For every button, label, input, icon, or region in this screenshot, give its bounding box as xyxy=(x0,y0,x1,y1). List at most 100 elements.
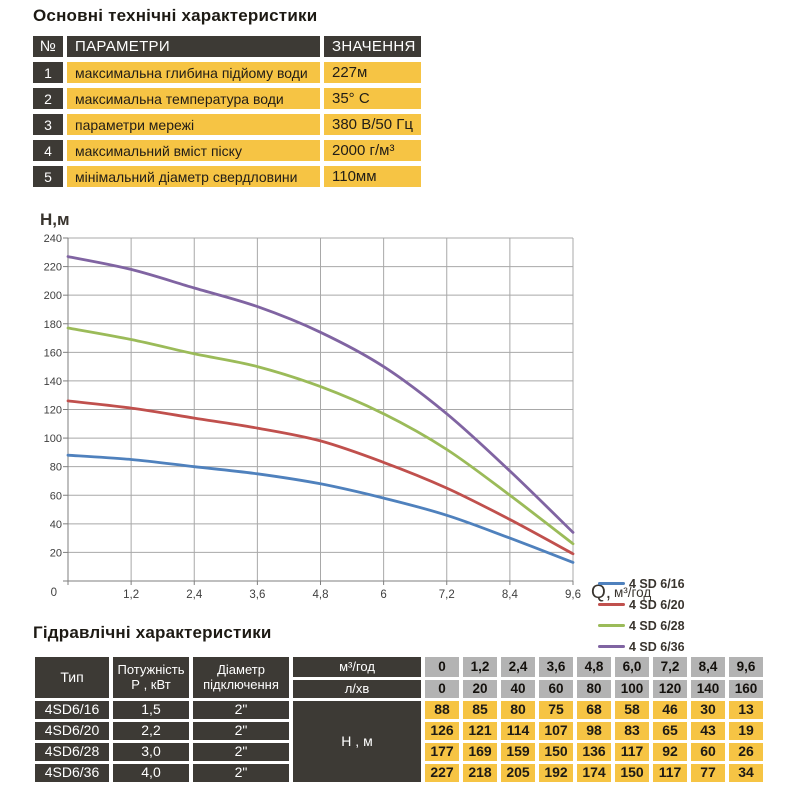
hydro-head-value: 136 xyxy=(577,743,611,761)
hydro-head-value: 26 xyxy=(729,743,763,761)
hydro-head-value: 65 xyxy=(653,722,687,740)
svg-text:140: 140 xyxy=(44,376,62,388)
hydro-flow-l-value: 80 xyxy=(577,680,611,698)
hydro-flow-m3-value: 8,4 xyxy=(691,657,725,677)
svg-text:180: 180 xyxy=(44,319,62,331)
hydro-head-label: Н , м xyxy=(293,701,421,782)
hydraulic-table: Тип Потужність Р , кВт Діаметр підключення м³… xyxy=(35,657,763,782)
svg-text:2,4: 2,4 xyxy=(186,589,203,601)
svg-text:40: 40 xyxy=(50,519,62,531)
hydro-flow-m3-value: 6,0 xyxy=(615,657,649,677)
legend-line-swatch xyxy=(598,582,625,585)
spec-header-value: ЗНАЧЕННЯ xyxy=(324,36,421,57)
hydro-head-value: 92 xyxy=(653,743,687,761)
spec-row-num: 2 xyxy=(33,88,63,109)
spec-row-num: 3 xyxy=(33,114,63,135)
legend-item: 4 SD 6/36 xyxy=(598,636,685,657)
hydro-flow-l-value: 160 xyxy=(729,680,763,698)
hydro-head-value: 218 xyxy=(463,764,497,782)
hydro-head-value: 177 xyxy=(425,743,459,761)
hydro-flow-l-value: 40 xyxy=(501,680,535,698)
hydro-head-value: 80 xyxy=(501,701,535,719)
spec-row-param: мінімальний діаметр свердловини xyxy=(67,166,320,187)
legend-line-swatch xyxy=(598,624,625,627)
svg-text:80: 80 xyxy=(50,462,62,474)
svg-text:220: 220 xyxy=(44,262,62,274)
axis-labels: 20 40 60 80 100 120 140 160 180 200 220 240 0 1,2 2,4 3… xyxy=(40,210,651,603)
hydro-flow-l-value: 60 xyxy=(539,680,573,698)
hydro-head-value: 19 xyxy=(729,722,763,740)
hydro-row-type: 4SD6/16 xyxy=(35,701,109,719)
svg-text:7,2: 7,2 xyxy=(439,589,455,601)
hydro-head-value: 88 xyxy=(425,701,459,719)
svg-text:0: 0 xyxy=(51,587,57,599)
hydro-header-power: Потужність Р , кВт xyxy=(113,657,189,698)
hydro-row-power: 2,2 xyxy=(113,722,189,740)
hydro-row-diameter: 2" xyxy=(193,701,289,719)
legend-label: 4 SD 6/28 xyxy=(629,618,685,633)
hydro-head-value: 169 xyxy=(463,743,497,761)
pump-curves-chart: 20 40 60 80 100 120 140 160 180 200 220 240 0 1,2 2,4 3… xyxy=(0,198,800,654)
hydro-row-power: 3,0 xyxy=(113,743,189,761)
spec-row-num: 1 xyxy=(33,62,63,83)
spec-row-param: максимальна температура води xyxy=(67,88,320,109)
spec-row-num: 4 xyxy=(33,140,63,161)
hydro-flow-m3-value: 4,8 xyxy=(577,657,611,677)
hydro-head-value: 150 xyxy=(539,743,573,761)
hydro-head-value: 121 xyxy=(463,722,497,740)
svg-text:8,4: 8,4 xyxy=(502,589,519,601)
hydro-head-value: 159 xyxy=(501,743,535,761)
hydro-head-value: 43 xyxy=(691,722,725,740)
legend-item: 4 SD 6/16 xyxy=(598,573,685,594)
hydro-head-value: 126 xyxy=(425,722,459,740)
hydro-flow-m3-value: 0 xyxy=(425,657,459,677)
svg-text:9,6: 9,6 xyxy=(565,589,581,601)
hydro-header-flow-l: л/хв xyxy=(293,680,421,698)
hydro-row-diameter: 2" xyxy=(193,743,289,761)
spec-row-param: параметри мережі xyxy=(67,114,320,135)
svg-text:3,6: 3,6 xyxy=(249,589,265,601)
svg-text:Q,: Q, xyxy=(591,582,611,603)
spec-row-param: максимальний вміст піску xyxy=(67,140,320,161)
hydro-head-value: 117 xyxy=(615,743,649,761)
hydro-header-flow-m3: м³/год xyxy=(293,657,421,677)
svg-text:200: 200 xyxy=(44,290,62,302)
hydro-flow-m3-value: 2,4 xyxy=(501,657,535,677)
svg-text:60: 60 xyxy=(50,490,62,502)
svg-text:240: 240 xyxy=(44,233,62,245)
hydro-flow-m3-value: 7,2 xyxy=(653,657,687,677)
hydro-row-diameter: 2" xyxy=(193,764,289,782)
hydro-row-power: 4,0 xyxy=(113,764,189,782)
hydro-flow-l-value: 0 xyxy=(425,680,459,698)
hydraulic-section-title: Гідравлічні характеристики xyxy=(33,623,272,642)
hydro-head-value: 68 xyxy=(577,701,611,719)
hydro-head-value: 107 xyxy=(539,722,573,740)
svg-text:100: 100 xyxy=(44,433,62,445)
chart-legend: 4 SD 6/16 4 SD 6/20 4 SD 6/28 4 SD 6/36 xyxy=(598,573,685,657)
legend-label: 4 SD 6/36 xyxy=(629,639,685,654)
hydro-head-value: 117 xyxy=(653,764,687,782)
chart-canvas: 20 40 60 80 100 120 140 160 180 200 220 240 0 1,2 2,4 3… xyxy=(40,210,651,603)
hydro-head-value: 75 xyxy=(539,701,573,719)
svg-text:Н,м: Н,м xyxy=(40,210,70,229)
hydro-head-value: 192 xyxy=(539,764,573,782)
hydro-head-value: 98 xyxy=(577,722,611,740)
series-line-4-sd-6-28 xyxy=(66,326,575,546)
series-line-4-sd-6-36 xyxy=(66,255,575,534)
spec-section-title: Основні технічні характеристики xyxy=(33,6,318,25)
legend-line-swatch xyxy=(598,603,625,606)
hydro-flow-l-value: 120 xyxy=(653,680,687,698)
hydro-head-value: 85 xyxy=(463,701,497,719)
legend-item: 4 SD 6/20 xyxy=(598,594,685,615)
series-line-4-sd-6-16 xyxy=(66,453,575,564)
hydro-head-value: 77 xyxy=(691,764,725,782)
hydro-head-value: 46 xyxy=(653,701,687,719)
hydro-row-type: 4SD6/20 xyxy=(35,722,109,740)
spec-header-num: № xyxy=(33,36,63,57)
hydro-head-value: 150 xyxy=(615,764,649,782)
legend-label: 4 SD 6/16 xyxy=(629,576,685,591)
hydro-head-value: 34 xyxy=(729,764,763,782)
hydro-head-value: 174 xyxy=(577,764,611,782)
legend-label: 4 SD 6/20 xyxy=(629,597,685,612)
